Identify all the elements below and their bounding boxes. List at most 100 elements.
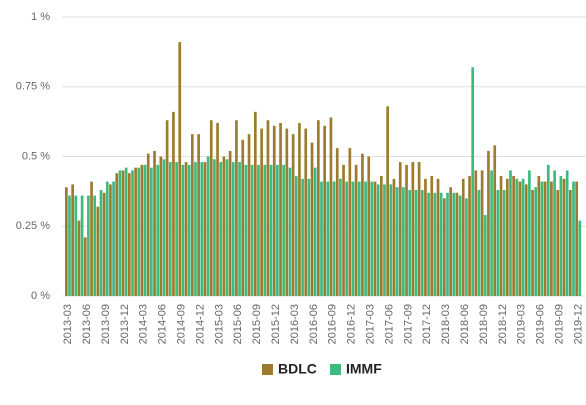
bar xyxy=(140,164,144,296)
bar xyxy=(458,195,462,296)
bar xyxy=(168,162,172,296)
bar xyxy=(260,128,263,296)
x-tick-label: 2014-12 xyxy=(194,304,206,344)
x-tick-label: 2015-06 xyxy=(232,304,244,344)
bar xyxy=(83,237,87,296)
bar xyxy=(436,178,440,296)
bar xyxy=(317,120,320,296)
x-tick-label: 2017-03 xyxy=(364,304,376,344)
bar xyxy=(241,139,245,296)
bar xyxy=(572,181,575,296)
x-tick-label: 2017-06 xyxy=(383,304,395,344)
bar xyxy=(209,120,213,296)
bar xyxy=(477,189,481,296)
bar xyxy=(194,162,197,296)
bar xyxy=(172,111,175,296)
bar xyxy=(452,192,456,296)
bar xyxy=(398,162,402,296)
bar xyxy=(288,167,292,296)
bar xyxy=(546,164,550,296)
bar xyxy=(449,187,452,296)
bar xyxy=(389,184,393,296)
bar xyxy=(105,181,109,296)
bar xyxy=(263,164,267,296)
bar xyxy=(131,170,134,296)
y-tick-label: 0.5 % xyxy=(22,150,50,162)
bar xyxy=(68,195,71,296)
x-tick-label: 2013-12 xyxy=(119,304,131,344)
y-tick-label: 1 % xyxy=(31,11,50,23)
bar xyxy=(474,170,478,296)
bar xyxy=(465,198,468,296)
bar xyxy=(244,164,248,296)
bar xyxy=(310,142,314,296)
bar xyxy=(490,170,493,296)
bar xyxy=(247,134,251,296)
bar xyxy=(87,195,90,296)
bar xyxy=(518,181,522,296)
bar xyxy=(231,162,235,296)
bar xyxy=(332,181,336,296)
bar xyxy=(279,123,282,297)
bar xyxy=(90,181,93,296)
bar xyxy=(200,162,204,296)
x-tick-label: 2013-03 xyxy=(62,304,74,344)
bar xyxy=(184,162,188,296)
bar xyxy=(272,125,276,296)
x-tick-label: 2019-06 xyxy=(535,304,547,344)
bar xyxy=(269,164,273,296)
y-tick-label: 0.25 % xyxy=(16,220,50,232)
bar xyxy=(291,134,295,296)
bar xyxy=(238,162,241,296)
bar xyxy=(515,178,519,296)
bar xyxy=(506,178,509,296)
bar xyxy=(556,189,560,296)
bar xyxy=(487,150,490,296)
bar xyxy=(71,184,74,296)
bar xyxy=(203,162,207,296)
bar xyxy=(433,192,437,296)
bar xyxy=(351,181,355,296)
bar xyxy=(156,164,160,296)
bar xyxy=(430,176,434,296)
bar xyxy=(257,164,260,296)
bar xyxy=(348,148,352,296)
bar xyxy=(569,189,572,296)
bar xyxy=(74,195,78,296)
bar xyxy=(285,128,289,296)
bar xyxy=(521,178,525,296)
bar xyxy=(128,173,131,296)
bar xyxy=(540,181,544,296)
bar xyxy=(443,198,446,296)
bar xyxy=(380,176,383,296)
bar xyxy=(115,173,119,296)
bar xyxy=(524,184,528,296)
bar xyxy=(439,192,443,296)
bar xyxy=(496,189,500,296)
bar xyxy=(553,170,556,296)
x-tick-label: 2019-12 xyxy=(572,304,584,344)
bar xyxy=(373,181,377,296)
legend-swatch xyxy=(330,364,341,375)
bar xyxy=(109,184,112,296)
bar xyxy=(225,159,229,296)
bar xyxy=(143,164,147,296)
bar xyxy=(483,215,487,296)
x-tick-label: 2014-03 xyxy=(138,304,150,344)
x-tick-label: 2018-12 xyxy=(497,304,509,344)
bar xyxy=(414,189,418,296)
x-tick-label: 2015-09 xyxy=(251,304,263,344)
bar xyxy=(562,178,566,296)
bar xyxy=(364,181,367,296)
bar xyxy=(357,181,361,296)
bar xyxy=(150,167,153,296)
bar xyxy=(383,184,386,296)
x-tick-label: 2016-12 xyxy=(346,304,358,344)
bar xyxy=(427,192,430,296)
bar xyxy=(153,150,156,296)
bar xyxy=(112,181,115,296)
bar xyxy=(175,162,178,296)
bar xyxy=(326,181,330,296)
bar xyxy=(298,123,301,297)
